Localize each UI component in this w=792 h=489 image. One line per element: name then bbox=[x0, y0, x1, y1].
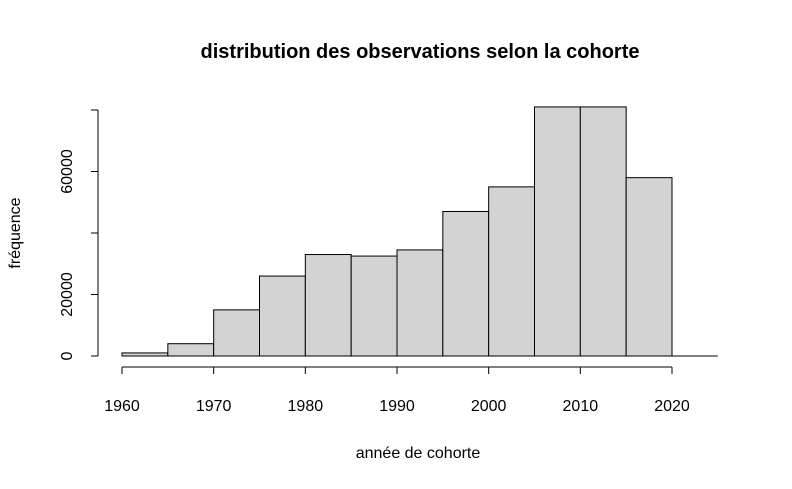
bar-2010-2015 bbox=[579, 106, 627, 357]
x-tick-label-1990: 1990 bbox=[379, 398, 415, 415]
bar-2015-2020 bbox=[625, 177, 673, 357]
bar-1965-1970 bbox=[167, 343, 215, 357]
bar-1985-1990 bbox=[350, 255, 398, 357]
x-axis-label: année de cohorte bbox=[356, 445, 481, 462]
bar-2000-2005 bbox=[488, 186, 535, 357]
bar-2005-2010 bbox=[534, 106, 581, 357]
y-tick-label-0: 0 bbox=[59, 351, 76, 360]
y-axis: 0 20000 60000 bbox=[59, 109, 99, 360]
x-axis: 1960 1970 1980 1990 2000 2010 2020 bbox=[104, 355, 718, 415]
y-tick-label-60000: 60000 bbox=[59, 149, 76, 194]
bar-1970-1975 bbox=[213, 309, 261, 357]
bar-1975-1980 bbox=[259, 275, 306, 357]
x-tick-label-1970: 1970 bbox=[196, 398, 232, 415]
x-tick-label-2020: 2020 bbox=[654, 398, 690, 415]
x-tick-label-1960: 1960 bbox=[104, 398, 140, 415]
x-tick-label-1980: 1980 bbox=[288, 398, 324, 415]
y-axis-label: fréquence bbox=[7, 197, 24, 268]
x-tick-label-2010: 2010 bbox=[563, 398, 599, 415]
x-tick-label-2000: 2000 bbox=[471, 398, 507, 415]
y-tick-label-20000: 20000 bbox=[59, 272, 76, 317]
bar-1980-1985 bbox=[304, 254, 352, 357]
chart-title: distribution des observations selon la c… bbox=[201, 41, 640, 63]
bars-group bbox=[121, 106, 673, 357]
bar-1995-2000 bbox=[442, 210, 490, 357]
bar-1990-1995 bbox=[396, 249, 444, 357]
